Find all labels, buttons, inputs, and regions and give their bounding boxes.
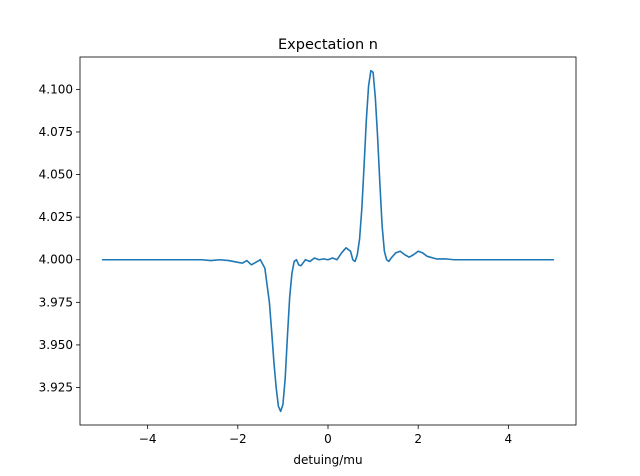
y-tick-label: 4.000: [39, 253, 73, 267]
chart-title: Expectation n: [278, 37, 378, 53]
x-axis-label: detuing/mu: [293, 453, 362, 467]
x-tick-label: 4: [505, 432, 513, 446]
x-tick-label: 0: [324, 432, 332, 446]
axes-background: [80, 57, 576, 425]
y-tick-label: 4.100: [39, 82, 73, 96]
x-tick-label: −2: [229, 432, 247, 446]
x-ticks: −4 −2 0 2 4: [139, 425, 512, 446]
x-tick-label: −4: [139, 432, 157, 446]
y-tick-label: 4.050: [39, 168, 73, 182]
x-tick-label: 2: [414, 432, 422, 446]
y-tick-label: 3.975: [39, 295, 73, 309]
series-line-0: [101, 69, 555, 413]
y-tick-label: 4.075: [39, 125, 73, 139]
y-tick-label: 3.925: [39, 381, 73, 395]
y-tick-label: 3.950: [39, 338, 73, 352]
series-layer: [101, 69, 555, 413]
y-ticks: 3.925 3.950 3.975 4.000 4.025 4.050 4.075 4.100: [39, 82, 80, 395]
y-tick-label: 4.025: [39, 210, 73, 224]
